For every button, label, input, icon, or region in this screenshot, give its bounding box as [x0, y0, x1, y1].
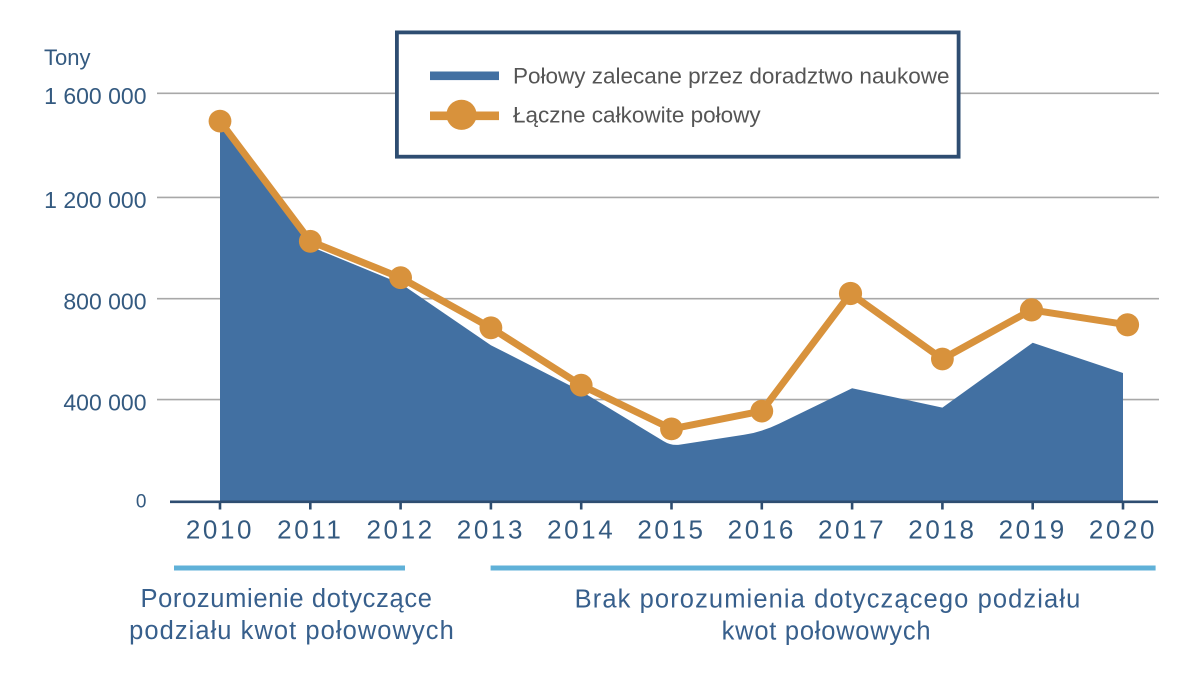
svg-text:2019: 2019 [999, 515, 1067, 545]
svg-text:2016: 2016 [728, 515, 796, 545]
svg-text:Łączne całkowite połowy: Łączne całkowite połowy [513, 103, 761, 128]
svg-text:kwot połowowych: kwot połowowych [722, 618, 932, 646]
svg-text:2013: 2013 [457, 515, 525, 545]
svg-text:2014: 2014 [547, 515, 615, 545]
svg-text:1 600 000: 1 600 000 [44, 83, 146, 109]
svg-text:Połowy zalecane przez doradztw: Połowy zalecane przez doradztwo naukowe [513, 64, 950, 89]
svg-text:2020: 2020 [1089, 515, 1157, 545]
svg-text:2015: 2015 [637, 515, 705, 545]
svg-text:2012: 2012 [366, 515, 434, 545]
svg-text:2010: 2010 [186, 515, 254, 545]
svg-text:0: 0 [136, 492, 147, 513]
svg-text:Porozumienie dotyczące: Porozumienie dotyczące [140, 585, 432, 613]
svg-text:800 000: 800 000 [63, 288, 146, 314]
svg-text:400 000: 400 000 [63, 389, 146, 415]
svg-text:1 200 000: 1 200 000 [44, 187, 146, 213]
svg-text:Tony: Tony [44, 45, 90, 70]
svg-text:podziału kwot połowowych: podziału kwot połowowych [129, 617, 455, 645]
svg-text:2018: 2018 [908, 515, 976, 545]
svg-text:2017: 2017 [818, 515, 886, 545]
svg-text:2011: 2011 [277, 515, 343, 545]
svg-text:Brak porozumienia dotyczącego: Brak porozumienia dotyczącego podziału [575, 586, 1082, 614]
